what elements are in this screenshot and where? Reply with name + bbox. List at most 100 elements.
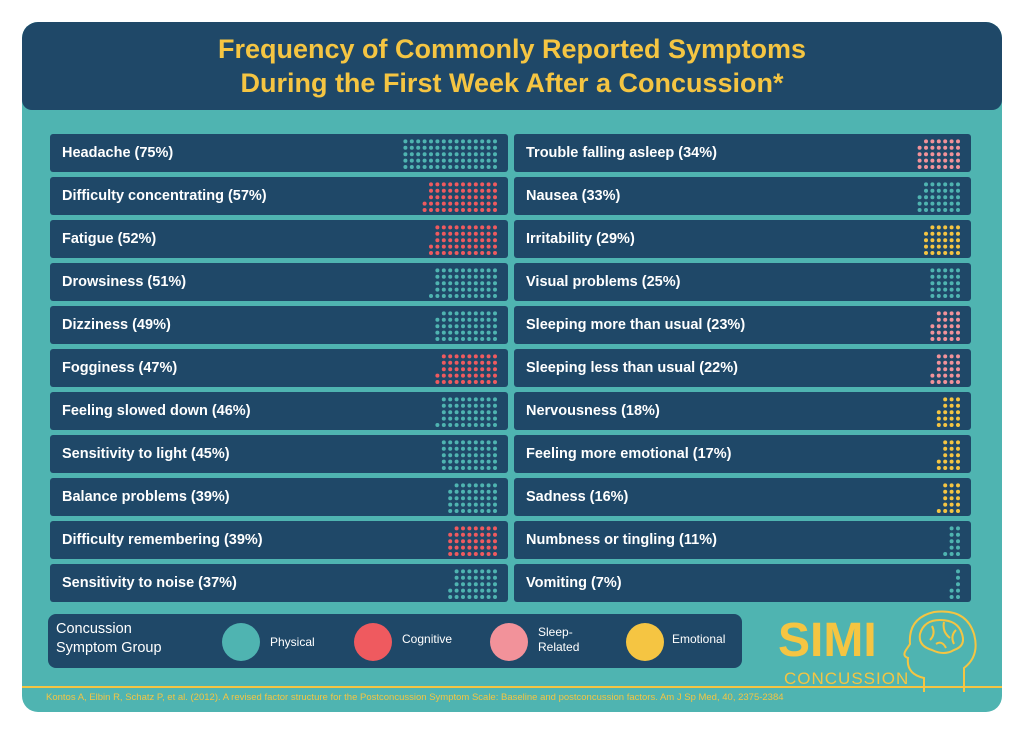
symptom-dot xyxy=(448,354,453,359)
symptom-dot xyxy=(956,165,960,169)
symptom-dot xyxy=(486,582,491,587)
symptom-row-sensitivity-to-light: Sensitivity to light (45%) xyxy=(50,435,508,473)
symptom-dot xyxy=(493,354,497,359)
symptom-dot xyxy=(473,575,478,580)
symptom-dot xyxy=(480,416,485,421)
symptom-dot xyxy=(448,459,453,464)
dot-grid xyxy=(917,182,960,212)
symptom-dot xyxy=(461,165,465,169)
legend-label-physical-text: Physical xyxy=(270,635,315,649)
symptom-dot xyxy=(441,367,446,372)
symptom-dot xyxy=(924,244,928,249)
symptom-dot xyxy=(454,195,459,200)
symptom-dot xyxy=(949,416,954,421)
symptom-dot xyxy=(448,268,453,273)
symptom-dot xyxy=(480,575,485,580)
legend-swatch-emotional xyxy=(626,623,664,661)
symptom-dot xyxy=(943,294,948,298)
symptom-dot xyxy=(480,152,485,157)
symptom-dot xyxy=(956,188,960,193)
symptom-dot xyxy=(493,182,497,187)
symptom-dot xyxy=(493,416,497,421)
symptom-dot xyxy=(949,526,954,531)
dot-grid xyxy=(429,225,497,255)
symptom-dot xyxy=(949,208,954,212)
symptom-dot xyxy=(461,416,465,421)
symptom-dot xyxy=(930,158,935,163)
symptom-dot xyxy=(949,489,954,494)
symptom-dot xyxy=(454,489,459,494)
symptom-dot xyxy=(422,208,427,212)
title-banner: Frequency of Commonly Reported Symptoms … xyxy=(22,22,1002,110)
symptom-dot xyxy=(949,244,954,249)
symptom-dot xyxy=(429,251,433,255)
symptom-dot xyxy=(943,367,948,372)
symptom-dot xyxy=(956,274,960,279)
symptom-dot xyxy=(448,208,453,212)
symptom-dot xyxy=(936,423,941,427)
symptom-row-nausea: Nausea (33%) xyxy=(514,177,971,215)
symptom-dot xyxy=(403,145,408,150)
symptom-dot xyxy=(924,145,928,150)
symptom-dot xyxy=(448,380,453,384)
dot-grid xyxy=(403,139,497,169)
symptom-dot xyxy=(936,360,941,365)
symptom-dot xyxy=(480,324,485,329)
symptom-dot xyxy=(467,373,472,378)
symptom-dot xyxy=(493,158,497,163)
symptom-dot xyxy=(930,330,935,335)
symptom-dot xyxy=(949,595,954,599)
dot-grid xyxy=(930,354,960,384)
symptom-dot xyxy=(461,489,465,494)
symptom-dot xyxy=(480,502,485,507)
symptom-dot xyxy=(467,294,472,298)
symptom-dot xyxy=(429,208,433,212)
symptom-dot xyxy=(486,466,491,470)
symptom-dot xyxy=(943,225,948,230)
symptom-dot xyxy=(936,509,941,513)
symptom-dot xyxy=(924,139,928,144)
dot-grid xyxy=(429,268,497,298)
symptom-dot xyxy=(493,188,497,193)
symptom-dot xyxy=(435,139,440,144)
symptom-dot xyxy=(493,238,497,243)
symptom-dot xyxy=(454,397,459,402)
symptom-dot xyxy=(473,502,478,507)
symptom-dot xyxy=(480,403,485,408)
symptom-dot xyxy=(473,373,478,378)
symptom-dot xyxy=(956,281,960,286)
symptom-label: Headache (75%) xyxy=(62,145,174,161)
symptom-dot xyxy=(480,595,485,599)
symptom-dot xyxy=(473,380,478,384)
symptom-dot xyxy=(473,588,478,593)
symptom-dot xyxy=(493,251,497,255)
symptom-dot xyxy=(949,311,954,316)
symptom-dot xyxy=(924,182,928,187)
symptom-dot xyxy=(924,201,928,206)
symptom-dot xyxy=(956,496,960,501)
symptom-row-nervousness: Nervousness (18%) xyxy=(514,392,971,430)
symptom-dot xyxy=(473,324,478,329)
symptom-dot xyxy=(956,423,960,427)
symptom-dot xyxy=(493,423,497,427)
symptom-dot xyxy=(473,165,478,169)
symptom-dot xyxy=(486,380,491,384)
symptom-dot xyxy=(441,201,446,206)
symptom-dot xyxy=(493,145,497,150)
symptom-dot xyxy=(936,208,941,212)
symptom-dot xyxy=(949,201,954,206)
symptom-dot xyxy=(467,324,472,329)
symptom-dot xyxy=(461,502,465,507)
symptom-dot xyxy=(949,496,954,501)
symptom-dot xyxy=(949,453,954,458)
symptom-dot xyxy=(461,281,465,286)
symptom-dot xyxy=(956,294,960,298)
symptom-dot xyxy=(454,145,459,150)
symptom-dot xyxy=(943,466,948,470)
symptom-dot xyxy=(486,251,491,255)
symptom-dot xyxy=(441,324,446,329)
symptom-dot xyxy=(949,552,954,556)
legend-label-sleep-line-1: Sleep- xyxy=(538,625,573,639)
symptom-dot xyxy=(467,201,472,206)
symptom-dot xyxy=(936,145,941,150)
